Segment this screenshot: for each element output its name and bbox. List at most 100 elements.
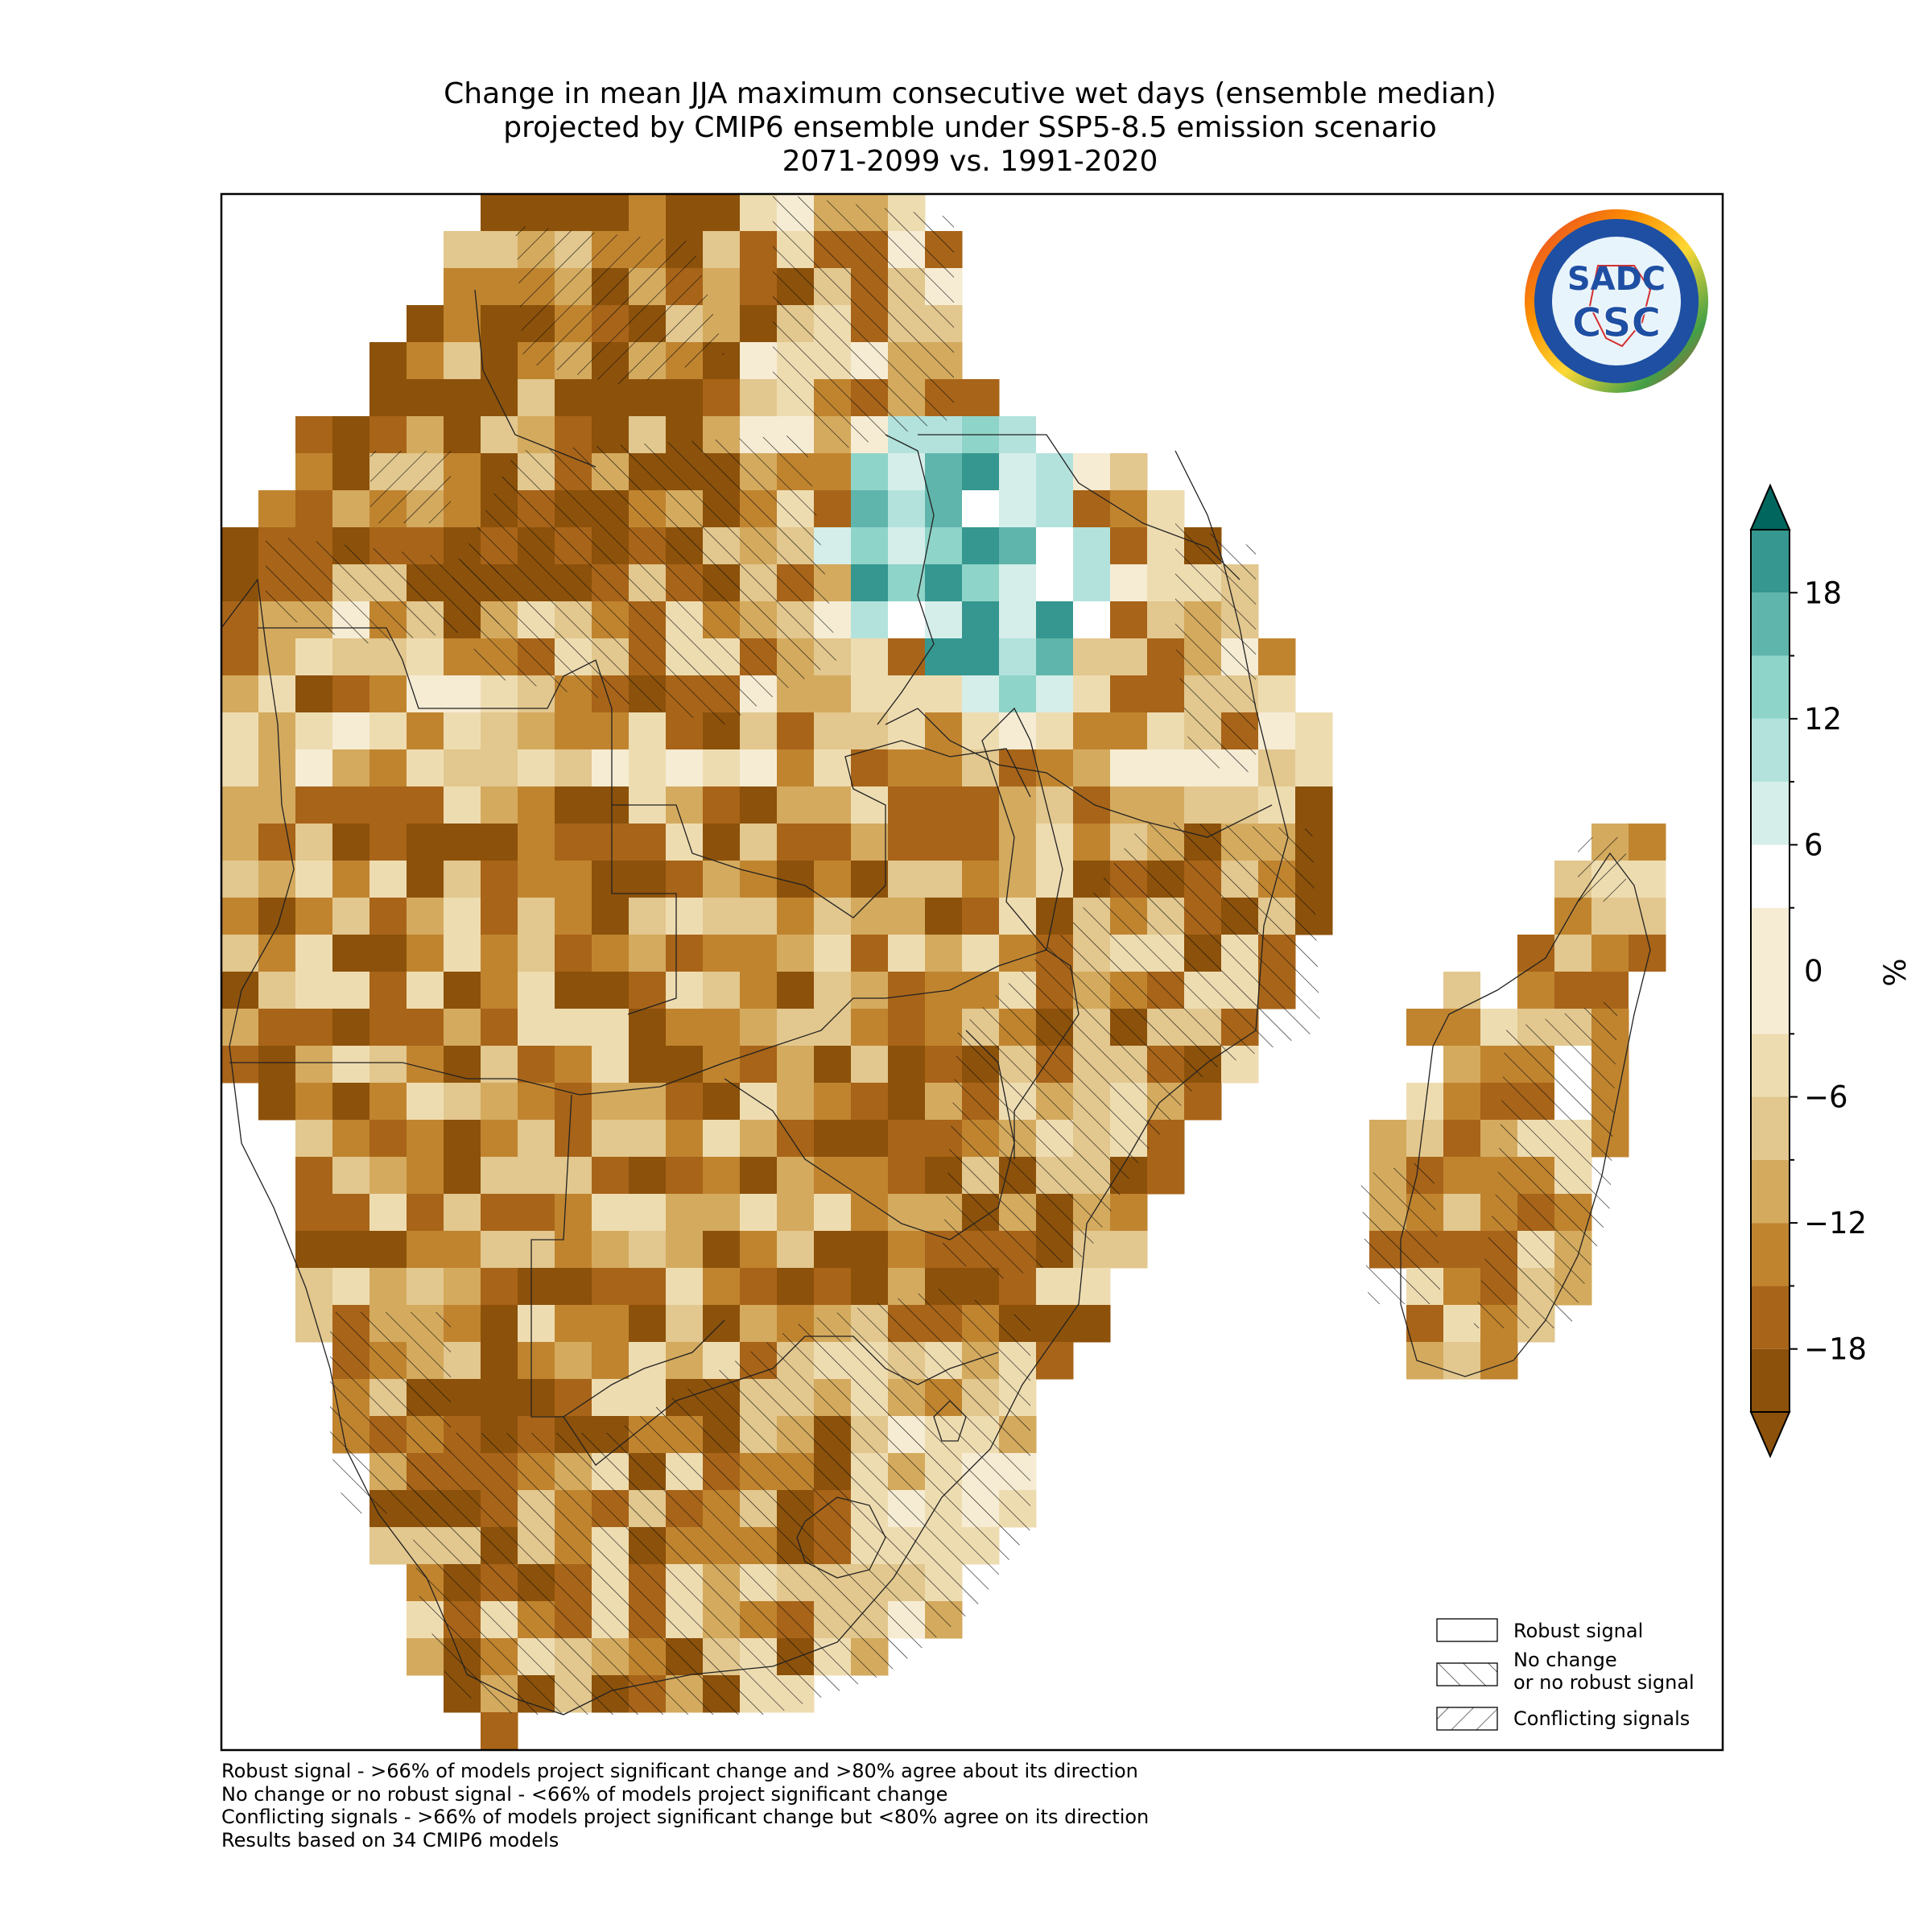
footnote-robust: Robust signal - >66% of models project s… [221,1760,1138,1782]
grid-cell [851,1231,889,1269]
grid-cell [777,749,815,787]
grid-cell [1073,675,1111,713]
grid-cell [740,935,778,972]
grid-cell [258,638,296,676]
grid-cell [518,379,555,417]
grid-cell [703,268,741,306]
grid-cell [555,1083,592,1121]
grid-cell [444,1194,481,1232]
grid-cell [481,1009,518,1046]
grid-cell [332,898,370,935]
grid-cell [1110,749,1148,787]
grid-cell [592,972,630,1009]
grid-cell [481,416,518,454]
grid-cell [740,194,778,232]
grid-cell [814,490,852,528]
grid-cell [851,1268,889,1306]
grid-cell [444,379,481,417]
grid-cell [481,675,518,713]
grid-cell [1629,861,1666,898]
grid-cell [555,861,592,898]
grid-cell [999,527,1037,565]
grid-cell [518,416,555,454]
grid-cell [888,1083,926,1121]
grid-cell [481,1157,518,1195]
grid-cell [444,675,481,713]
grid-cell [1554,972,1592,1009]
grid-cell [851,1194,889,1232]
grid-cell [1295,712,1333,750]
grid-cell [703,1157,741,1195]
grid-cell [777,824,815,861]
colorbar-bin [1751,782,1790,845]
grid-cell [925,453,963,491]
grid-cell [814,1231,852,1269]
grid-cell [295,1231,333,1269]
grid-cell [925,675,963,713]
grid-cell [1480,972,1518,1009]
grid-cell [369,1083,407,1121]
grid-cell [1258,638,1296,676]
grid-cell [555,786,592,824]
grid-cell [555,1157,592,1195]
grid-cell [258,675,296,713]
grid-cell [295,786,333,824]
grid-cell [962,453,1000,491]
grid-cell [444,1120,481,1158]
grid-cell [666,1231,704,1269]
colorbar-unit-label: % [1878,958,1913,986]
grid-cell [481,305,518,343]
colorbar-bin [1751,1286,1790,1349]
colorbar-frame [1750,529,1790,1413]
grid-cell [629,1120,667,1158]
grid-cell [666,1268,704,1306]
border-zambia-zimbabwe [659,989,951,1088]
grid-cell [221,675,259,713]
hatch-region-madagascar-southwest [1360,1159,1441,1304]
grid-cell [407,898,444,935]
hatching-layer [266,194,1626,1715]
grid-cell [851,1009,889,1046]
grid-cell [258,490,296,528]
conflict-region-drc-north [515,225,724,386]
grid-cell [962,601,1000,639]
grid-cell [814,972,852,1009]
grid-cell [1073,786,1111,824]
grid-cell [444,268,481,306]
grid-cell [258,786,296,824]
grid-cell [332,675,370,713]
grid-cell [481,1305,518,1343]
grid-cell [814,1083,852,1121]
grid-cell [555,1305,592,1343]
colorbar-bin [1751,1223,1790,1286]
grid-cell [221,786,259,824]
grid-cell [481,1268,518,1306]
grid-cell [258,1083,296,1121]
grid-cell [1036,675,1074,713]
grid-cell [481,342,518,380]
grid-cell [888,898,926,935]
grid-cell [332,416,370,454]
grid-cell [592,712,630,750]
grid-cell [518,1305,555,1343]
grid-cell [962,564,1000,602]
grid-cell [407,1083,444,1121]
grid-cell [444,1268,481,1306]
grid-cell [369,824,407,861]
grid-cell [555,1231,592,1269]
grid-cell [851,675,889,713]
grid-cell [555,972,592,1009]
grid-cell [629,749,667,787]
grid-cell [555,1342,592,1380]
grid-cell [592,1120,630,1158]
grid-cell [851,601,889,639]
border-zimbabwe [724,1030,1015,1241]
grid-cell [629,898,667,935]
grid-cell [888,453,926,491]
grid-cell [999,564,1037,602]
grid-cell [295,1194,333,1232]
title-line-2: projected by CMIP6 ensemble under SSP5-8… [503,111,1437,144]
grid-cell [703,1046,741,1084]
grid-cell [221,749,259,787]
